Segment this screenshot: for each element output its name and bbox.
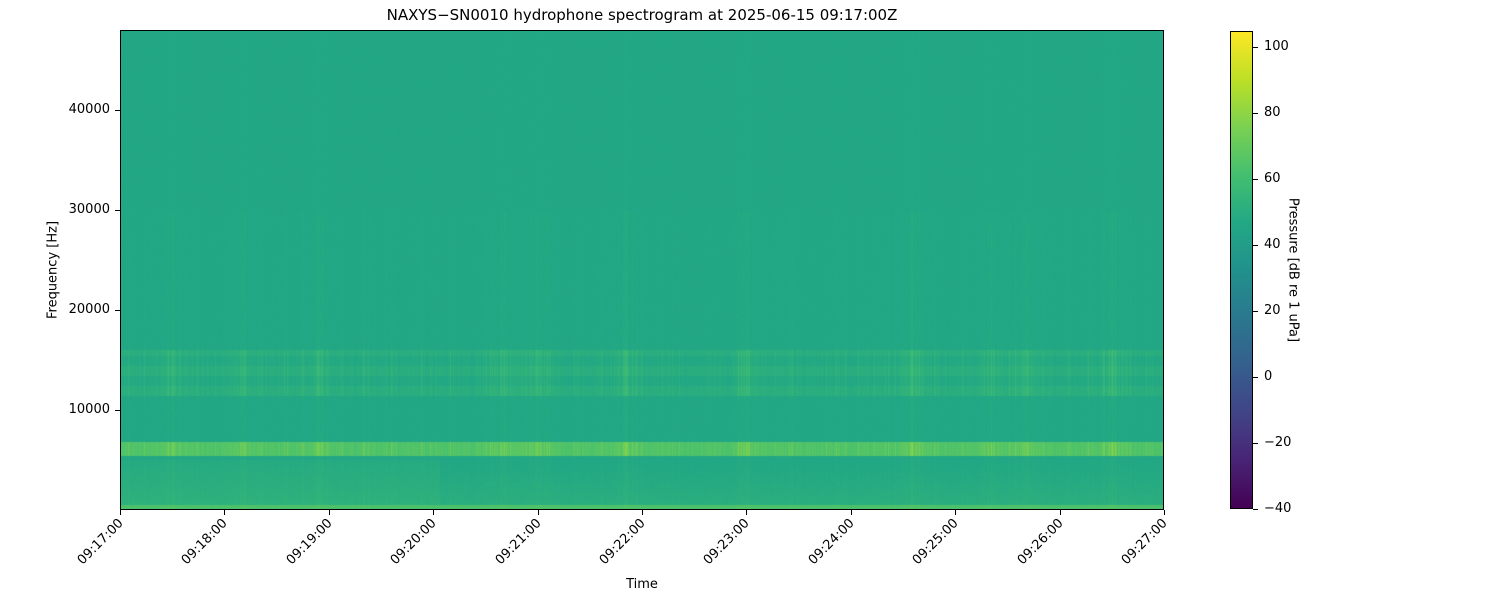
x-tick-mark — [1059, 510, 1061, 515]
x-tick-label: 09:25:00 — [909, 516, 962, 568]
y-tick-label: 20000 — [68, 302, 110, 317]
colorbar-tick-label: 0 — [1264, 369, 1273, 385]
x-tick-label: 09:18:00 — [179, 516, 231, 568]
colorbar-tick-label: 20 — [1264, 303, 1281, 319]
x-tick-mark — [955, 510, 957, 515]
colorbar-label: Pressure [dB re 1 uPa] — [1285, 197, 1301, 343]
x-tick-mark — [537, 510, 539, 515]
x-tick-mark — [642, 510, 643, 515]
colorbar-tick-label: −20 — [1264, 435, 1292, 451]
x-tick-label: 09:20:00 — [387, 516, 440, 568]
colorbar-tick-mark — [1253, 179, 1258, 181]
y-axis-label: Frequency [Hz] — [45, 220, 61, 320]
colorbar-tick-mark — [1253, 47, 1258, 49]
y-tick-label: 10000 — [68, 402, 110, 417]
x-tick-label: 09:21:00 — [492, 516, 545, 568]
colorbar-tick-mark — [1253, 113, 1258, 115]
colorbar-tick-label: 60 — [1264, 171, 1281, 187]
x-tick-label: 09:27:00 — [1118, 516, 1171, 568]
y-tick-label: 40000 — [68, 102, 110, 117]
plot-frame — [120, 30, 1164, 510]
x-tick-label: 09:23:00 — [701, 516, 753, 568]
colorbar-tick-mark — [1253, 443, 1258, 445]
x-tick-mark — [746, 510, 748, 515]
colorbar-tick-mark — [1253, 509, 1258, 510]
x-tick-mark — [328, 510, 330, 515]
y-tick-mark — [115, 210, 120, 211]
colorbar-tick-label: 100 — [1264, 39, 1289, 55]
x-tick-label: 09:26:00 — [1014, 516, 1067, 568]
y-tick-mark — [115, 110, 120, 111]
y-tick-label: 30000 — [68, 202, 110, 217]
x-tick-mark — [1164, 510, 1165, 515]
y-tick-mark — [115, 310, 120, 311]
x-tick-label: 09:17:00 — [74, 516, 127, 568]
colorbar-tick-label: 40 — [1264, 237, 1281, 253]
colorbar-tick-label: −40 — [1264, 501, 1292, 516]
x-tick-mark — [120, 510, 121, 515]
colorbar-tick-mark — [1253, 311, 1258, 313]
chart-title: NAXYS−SN0010 hydrophone spectrogram at 2… — [386, 6, 898, 24]
x-tick-mark — [224, 510, 226, 515]
x-axis-label: Time — [626, 577, 658, 592]
x-tick-mark — [433, 510, 435, 515]
colorbar-tick-mark — [1253, 377, 1258, 379]
colorbar — [1230, 31, 1253, 509]
spectrogram-heatmap — [120, 30, 1164, 510]
colorbar-tick-mark — [1253, 245, 1258, 247]
x-tick-label: 09:19:00 — [283, 516, 336, 568]
x-tick-mark — [850, 510, 852, 515]
x-tick-label: 09:24:00 — [805, 516, 858, 568]
colorbar-tick-label: 80 — [1264, 105, 1281, 121]
x-tick-label: 09:22:00 — [596, 516, 649, 568]
y-tick-mark — [115, 410, 120, 411]
